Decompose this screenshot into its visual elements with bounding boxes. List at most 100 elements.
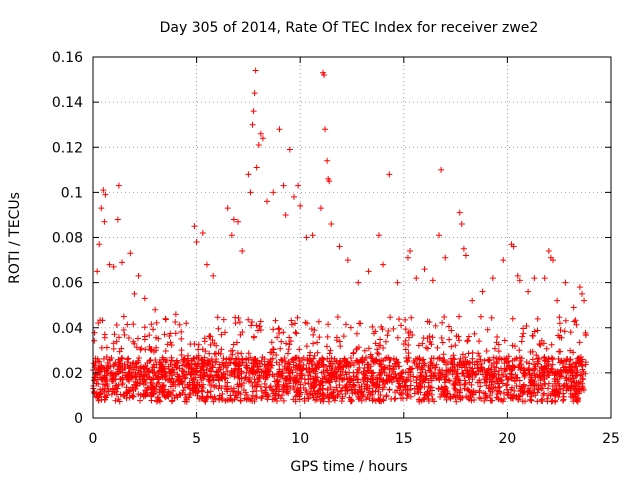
data-point: [542, 358, 549, 365]
data-point: [293, 372, 300, 379]
data-point: [305, 360, 312, 367]
data-point: [215, 376, 222, 383]
data-point: [234, 389, 241, 396]
data-point: [310, 384, 317, 391]
data-point: [249, 388, 256, 395]
data-point: [105, 387, 112, 394]
data-point: [356, 395, 363, 402]
data-point: [456, 362, 463, 369]
data-point: [190, 389, 197, 396]
data-point: [573, 389, 580, 396]
data-point: [298, 375, 305, 382]
data-point: [509, 315, 516, 322]
data-point: [140, 381, 147, 388]
data-point: [274, 382, 281, 389]
y-tick-label: 0.1: [61, 185, 83, 201]
data-point: [222, 397, 229, 404]
data-point: [396, 316, 403, 323]
data-point: [114, 216, 121, 223]
data-point: [525, 288, 532, 295]
data-point: [154, 395, 161, 402]
y-axis-label: ROTI / TECUs: [7, 192, 23, 284]
data-point: [274, 334, 281, 341]
data-point: [571, 366, 578, 373]
data-point: [567, 376, 574, 383]
data-point: [182, 391, 189, 398]
data-point: [228, 367, 235, 374]
data-point: [186, 385, 193, 392]
data-point: [125, 334, 132, 341]
data-point: [172, 330, 179, 337]
data-point: [218, 394, 225, 401]
data-point: [571, 318, 578, 325]
data-point: [324, 333, 331, 340]
data-point: [153, 344, 160, 351]
data-point: [491, 345, 498, 352]
data-point: [369, 370, 376, 377]
data-point: [545, 355, 552, 362]
data-point: [489, 372, 496, 379]
data-point: [91, 337, 98, 344]
data-point: [372, 340, 379, 347]
data-point: [436, 376, 443, 383]
data-point: [153, 383, 160, 390]
data-point: [577, 378, 584, 385]
data-point: [350, 377, 357, 384]
data-point: [507, 391, 514, 398]
data-point: [207, 388, 214, 395]
data-point: [548, 341, 555, 348]
data-point: [277, 395, 284, 402]
data-point: [120, 392, 127, 399]
data-point: [421, 391, 428, 398]
data-point: [287, 384, 294, 391]
data-point: [274, 377, 281, 384]
data-point: [483, 347, 490, 354]
data-point: [231, 387, 238, 394]
data-point: [278, 338, 285, 345]
data-point: [101, 334, 108, 341]
data-point: [157, 361, 164, 368]
data-point: [178, 378, 185, 385]
data-point: [188, 366, 195, 373]
data-point: [534, 327, 541, 334]
data-point: [528, 396, 535, 403]
data-point: [443, 372, 450, 379]
data-point: [309, 232, 316, 239]
data-point: [276, 126, 283, 133]
data-point: [234, 350, 241, 357]
data-point: [315, 387, 322, 394]
data-point: [493, 375, 500, 382]
data-point: [156, 397, 163, 404]
data-point: [253, 164, 260, 171]
data-point: [348, 386, 355, 393]
data-point: [368, 355, 375, 362]
data-point: [430, 355, 437, 362]
data-point: [354, 357, 361, 364]
data-point: [360, 378, 367, 385]
data-point: [390, 366, 397, 373]
data-point: [120, 327, 127, 334]
data-point: [333, 384, 340, 391]
data-point: [218, 331, 225, 338]
data-point: [466, 396, 473, 403]
data-point: [325, 321, 332, 328]
data-point: [477, 364, 484, 371]
data-point: [569, 370, 576, 377]
data-point: [390, 325, 397, 332]
data-point: [286, 334, 293, 341]
data-point: [256, 372, 263, 379]
data-point: [312, 390, 319, 397]
y-tick-label: 0.14: [52, 95, 83, 111]
data-point: [343, 362, 350, 369]
data-point: [257, 318, 264, 325]
data-point: [405, 341, 412, 348]
data-point: [119, 259, 126, 266]
data-point: [290, 193, 297, 200]
data-point: [534, 315, 541, 322]
data-point: [287, 338, 294, 345]
data-point: [451, 356, 458, 363]
data-point: [451, 380, 458, 387]
data-point: [116, 348, 123, 355]
data-point: [525, 385, 532, 392]
